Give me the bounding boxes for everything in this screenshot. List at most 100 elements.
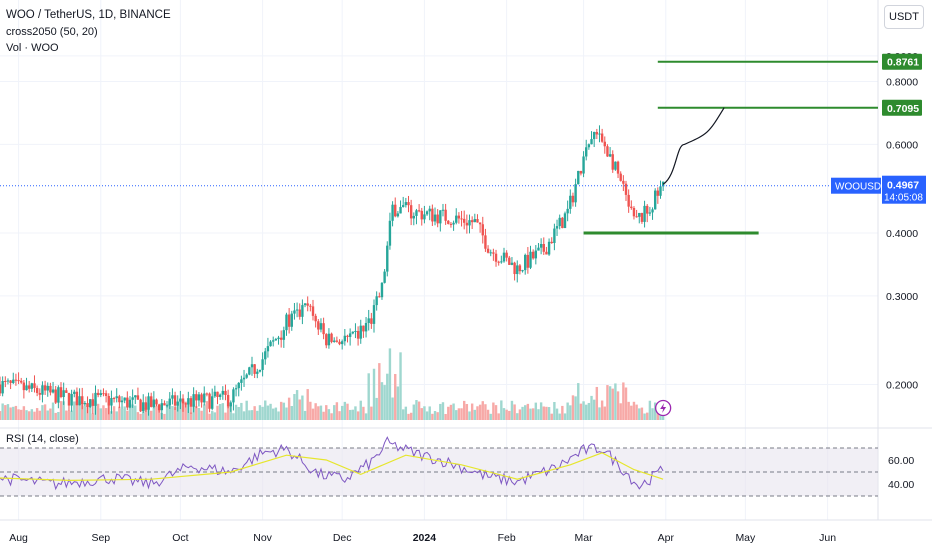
volume-bar [242, 411, 246, 420]
candle-body [547, 241, 551, 255]
candle-body [606, 146, 609, 157]
candle-body [624, 183, 628, 195]
volume-bar [616, 391, 620, 420]
candle-body [478, 222, 482, 225]
volume-bar [258, 405, 262, 420]
candle-body [648, 212, 652, 214]
candle-body [160, 403, 164, 411]
volume-bar [12, 406, 15, 420]
candle-body [433, 214, 437, 222]
candle-body [465, 222, 469, 226]
volume-bar [179, 400, 182, 420]
candle-body [516, 265, 519, 275]
volume-bar [646, 412, 649, 420]
volume-bar [518, 409, 522, 420]
volume-bar [622, 382, 625, 420]
volume-bar [513, 404, 516, 420]
candle-body [224, 390, 227, 395]
candle-body [428, 208, 431, 212]
candle-body [187, 398, 190, 405]
candle-body [388, 220, 392, 246]
rsi-legend[interactable]: RSI (14, close) [6, 433, 79, 445]
volume-bar [367, 373, 370, 420]
candle-body [380, 282, 384, 298]
candle-body [646, 205, 649, 214]
volume-bar [542, 406, 545, 420]
candle-body [569, 195, 572, 209]
volume-bar [287, 397, 291, 420]
volume-bar [362, 406, 365, 420]
candle-body [619, 173, 622, 181]
time-axis[interactable]: Aug Sep Oct Nov Dec 2024 Feb Mar Apr May Jun [9, 532, 836, 544]
volume-bar [452, 403, 455, 420]
level-price-tag [882, 53, 922, 70]
volume-bar [62, 401, 65, 420]
candle-body [99, 393, 102, 396]
volume-bar [457, 408, 461, 420]
candle-body [614, 161, 617, 170]
volume-bar [563, 413, 567, 420]
candle-body [311, 306, 315, 316]
volume-bar [91, 413, 95, 420]
currency-button[interactable]: USDT [884, 5, 924, 29]
candle-body [314, 315, 317, 322]
volume-bar [396, 386, 400, 420]
candle-body [574, 184, 577, 203]
candle-body [356, 330, 360, 339]
symbol-legend[interactable]: WOO / TetherUS, 1D, BINANCE [6, 9, 171, 21]
current-price-tag [882, 175, 926, 204]
candle-body [102, 393, 105, 395]
volume-bar [553, 401, 556, 420]
volume-bar [25, 410, 28, 420]
candle-body [211, 396, 214, 409]
volume-bar [537, 409, 540, 420]
volume-bar [325, 405, 328, 420]
volume-bar [619, 403, 622, 420]
volume-bar [600, 400, 604, 420]
candle-body [659, 186, 662, 196]
volume-bar [431, 413, 434, 420]
candle-body [118, 396, 121, 403]
candle-body [200, 394, 203, 403]
volume-bar [38, 410, 41, 420]
volume-bar [14, 405, 18, 420]
candle-body [134, 395, 137, 398]
volume-bar [433, 411, 437, 420]
volume-bar [526, 403, 530, 420]
volume-bar [420, 408, 423, 420]
time-tick-label: Feb [498, 532, 516, 544]
volume-bar [4, 405, 7, 420]
candle-body [455, 215, 458, 223]
volume-bar [346, 403, 349, 420]
volume-bar [314, 403, 317, 420]
volume-bar [303, 410, 307, 420]
volume-bar [640, 407, 644, 420]
candle-body [325, 334, 328, 346]
volume-legend[interactable]: Vol · WOO [6, 42, 59, 54]
volume-bar [508, 410, 511, 420]
candle-body [27, 385, 31, 389]
candle-body [531, 251, 535, 259]
candle-body [404, 202, 408, 206]
indicator-legend[interactable]: cross2050 (50, 20) [6, 26, 98, 38]
volume-bar [462, 400, 466, 420]
candle-body [136, 395, 140, 400]
volume-bar [232, 413, 235, 420]
volume-bar [592, 399, 596, 420]
volume-bar [35, 408, 39, 420]
candle-body [407, 202, 410, 206]
candle-body [205, 393, 209, 395]
volume-bar [211, 411, 214, 420]
candle-body [476, 219, 479, 223]
candle-body [566, 208, 569, 214]
candle-body [67, 392, 71, 406]
volume-bar [555, 408, 559, 420]
price-axis[interactable]: 0.90000.80000.60000.40000.30000.20000.87… [831, 51, 926, 491]
candle-body [468, 220, 471, 226]
candle-body [447, 220, 450, 224]
volume-bar [54, 412, 57, 420]
volume-bar [208, 413, 211, 420]
candle-body [221, 390, 225, 395]
volume-bar [632, 401, 636, 420]
